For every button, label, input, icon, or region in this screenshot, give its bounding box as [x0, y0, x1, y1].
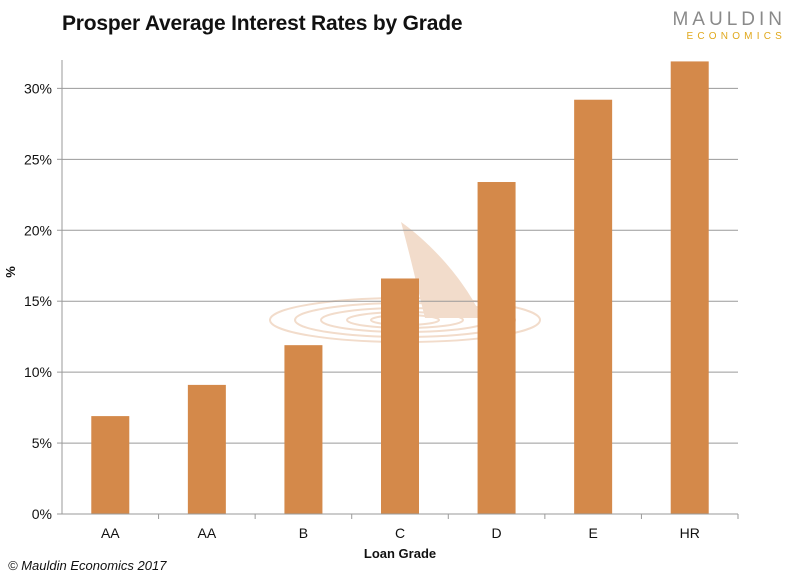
y-tick-label: 30%: [24, 80, 52, 96]
x-tick-label: AA: [198, 525, 217, 541]
x-tick-labels: AA AA B C D E HR: [101, 525, 700, 541]
bar: [91, 416, 130, 514]
x-tick-label: AA: [101, 525, 120, 541]
mauldin-logo: MAULDIN ECONOMICS: [672, 10, 786, 43]
logo-top-text: MAULDIN: [672, 9, 786, 30]
y-tick-label: 10%: [24, 364, 52, 380]
y-tick-label: 25%: [24, 151, 52, 167]
bar: [477, 182, 516, 514]
bar: [574, 99, 613, 514]
bars: [91, 61, 709, 514]
y-tick-label: 5%: [32, 435, 52, 451]
logo-bottom-text: ECONOMICS: [686, 31, 786, 42]
y-tick-label: 15%: [24, 293, 52, 309]
copyright-footer: © Mauldin Economics 2017: [8, 558, 167, 573]
bar: [670, 61, 709, 514]
x-axis-title: Loan Grade: [364, 546, 436, 561]
x-tick-label: B: [299, 525, 308, 541]
x-tick-label: HR: [680, 525, 700, 541]
x-tick-label: E: [588, 525, 597, 541]
y-tick-label: 20%: [24, 222, 52, 238]
bar: [187, 384, 226, 514]
fin-shape: [401, 222, 482, 318]
chart-title: Prosper Average Interest Rates by Grade: [62, 12, 463, 35]
x-tick-label: C: [395, 525, 405, 541]
bar: [381, 278, 419, 514]
x-tick-label: D: [492, 525, 502, 541]
y-axis-title: %: [3, 266, 18, 278]
y-tick-label: 0%: [32, 506, 52, 522]
bar: [284, 345, 323, 514]
y-tick-labels: 0% 5% 10% 15% 20% 25% 30%: [24, 80, 52, 522]
